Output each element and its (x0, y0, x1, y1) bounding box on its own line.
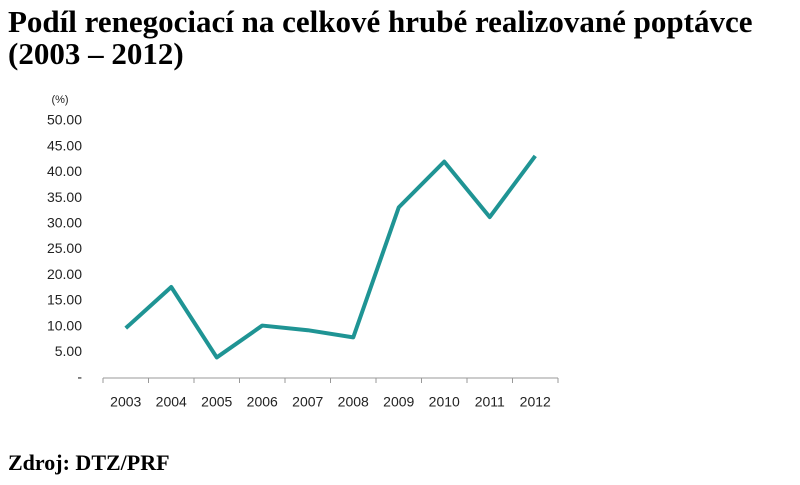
source-note: Zdroj: DTZ/PRF (8, 450, 170, 475)
x-tick-label: 2009 (383, 394, 414, 410)
y-tick-label: 5.00 (55, 343, 82, 359)
x-tick-label: 2006 (247, 394, 278, 410)
y-tick-label: 45.00 (47, 137, 82, 153)
y-tick-label: 20.00 (47, 266, 82, 282)
x-tick-label: 2011 (475, 394, 505, 410)
y-tick-label: 50.00 (47, 112, 82, 128)
x-tick-label: 2008 (338, 394, 369, 410)
x-tick-label: 2010 (429, 394, 460, 410)
data-line (124, 154, 537, 360)
y-tick-label: 30.00 (47, 215, 82, 231)
x-tick-label: 2005 (201, 394, 232, 410)
x-tick-label: 2004 (156, 394, 187, 410)
x-tick-label: 2003 (110, 394, 141, 410)
y-tick-label: 40.00 (47, 163, 82, 179)
chart: (%) - 5.00 10.00 15.00 20.00 25.00 30.00 35.00 4… (47, 94, 559, 410)
x-tick-label: 2007 (292, 394, 323, 410)
chart-title: Podíl renegociací na celkové hrubé reali… (8, 4, 753, 71)
y-unit-label: (%) (51, 94, 68, 106)
y-tick-label: - (77, 369, 82, 385)
y-tick-label: 25.00 (47, 240, 82, 256)
y-tick-label: 35.00 (47, 189, 82, 205)
y-tick-label: 10.00 (47, 317, 82, 333)
y-tick-label: 15.00 (47, 292, 82, 308)
x-tick-label: 2012 (520, 394, 551, 410)
